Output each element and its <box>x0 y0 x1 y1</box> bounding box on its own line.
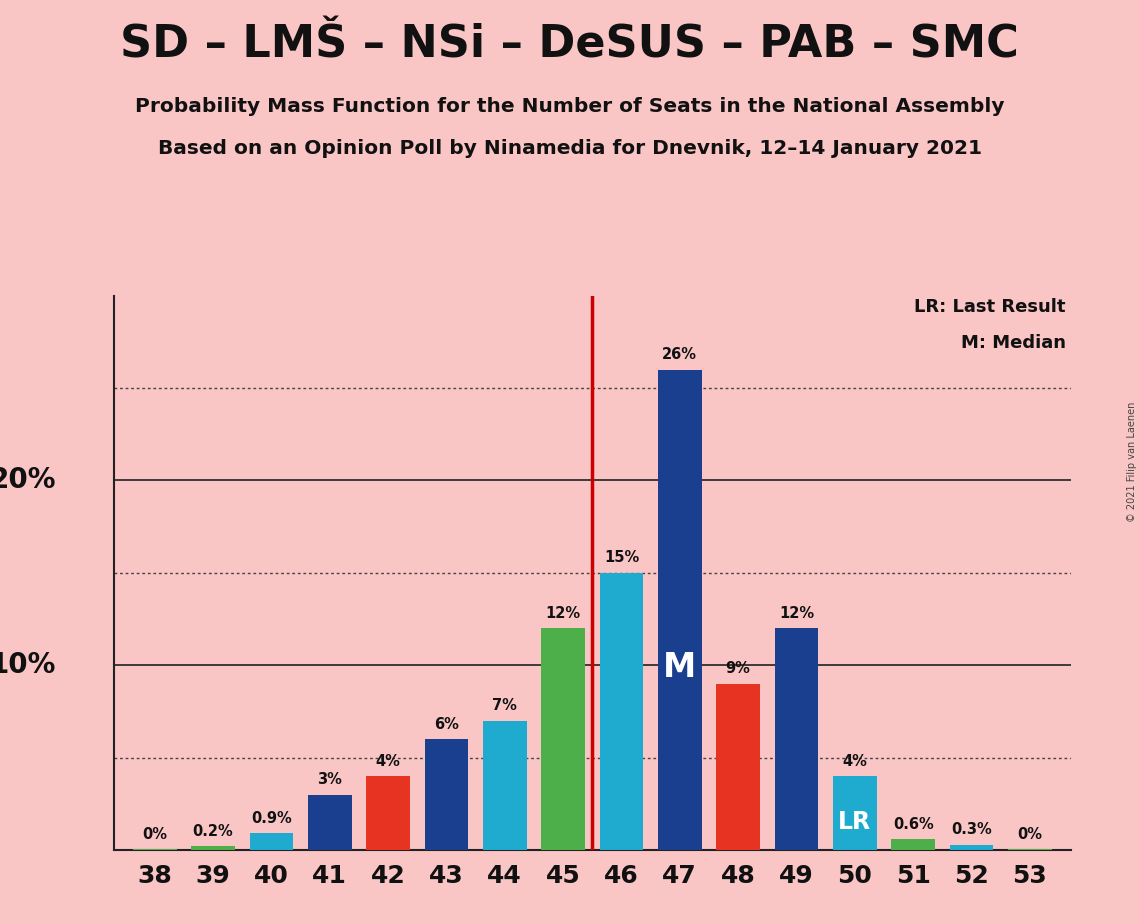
Bar <box>191 846 235 850</box>
Bar <box>541 628 585 850</box>
Bar <box>483 721 526 850</box>
Text: 0%: 0% <box>142 827 167 842</box>
Text: LR: LR <box>838 810 871 834</box>
Text: 0.2%: 0.2% <box>192 824 233 839</box>
Bar <box>833 776 877 850</box>
Bar <box>658 370 702 850</box>
Bar <box>599 573 644 850</box>
Text: 6%: 6% <box>434 717 459 732</box>
Text: 15%: 15% <box>604 551 639 565</box>
Text: SD – LMŠ – NSi – DeSUS – PAB – SMC: SD – LMŠ – NSi – DeSUS – PAB – SMC <box>120 23 1019 67</box>
Bar <box>367 776 410 850</box>
Text: M: Median: M: Median <box>961 334 1066 352</box>
Bar <box>1008 849 1051 850</box>
Text: 20%: 20% <box>0 467 57 494</box>
Text: 9%: 9% <box>726 662 751 676</box>
Text: © 2021 Filip van Laenen: © 2021 Filip van Laenen <box>1126 402 1137 522</box>
Text: 4%: 4% <box>843 754 867 769</box>
Text: 0.9%: 0.9% <box>251 811 292 826</box>
Bar <box>716 684 760 850</box>
Text: Based on an Opinion Poll by Ninamedia for Dnevnik, 12–14 January 2021: Based on an Opinion Poll by Ninamedia fo… <box>157 139 982 158</box>
Text: 0.6%: 0.6% <box>893 817 934 832</box>
Bar <box>308 795 352 850</box>
Text: Probability Mass Function for the Number of Seats in the National Assembly: Probability Mass Function for the Number… <box>134 97 1005 116</box>
Text: M: M <box>663 651 696 684</box>
Text: 26%: 26% <box>662 347 697 362</box>
Bar <box>775 628 818 850</box>
Text: 12%: 12% <box>779 606 814 621</box>
Text: 3%: 3% <box>318 772 342 787</box>
Text: LR: Last Result: LR: Last Result <box>915 298 1066 316</box>
Text: 7%: 7% <box>492 699 517 713</box>
Bar <box>891 839 935 850</box>
Text: 12%: 12% <box>546 606 581 621</box>
Text: 0%: 0% <box>1017 827 1042 842</box>
Bar <box>133 849 177 850</box>
Bar <box>249 833 294 850</box>
Text: 10%: 10% <box>0 651 57 679</box>
Bar <box>425 739 468 850</box>
Text: 0.3%: 0.3% <box>951 822 992 837</box>
Text: 4%: 4% <box>376 754 401 769</box>
Bar <box>950 845 993 850</box>
